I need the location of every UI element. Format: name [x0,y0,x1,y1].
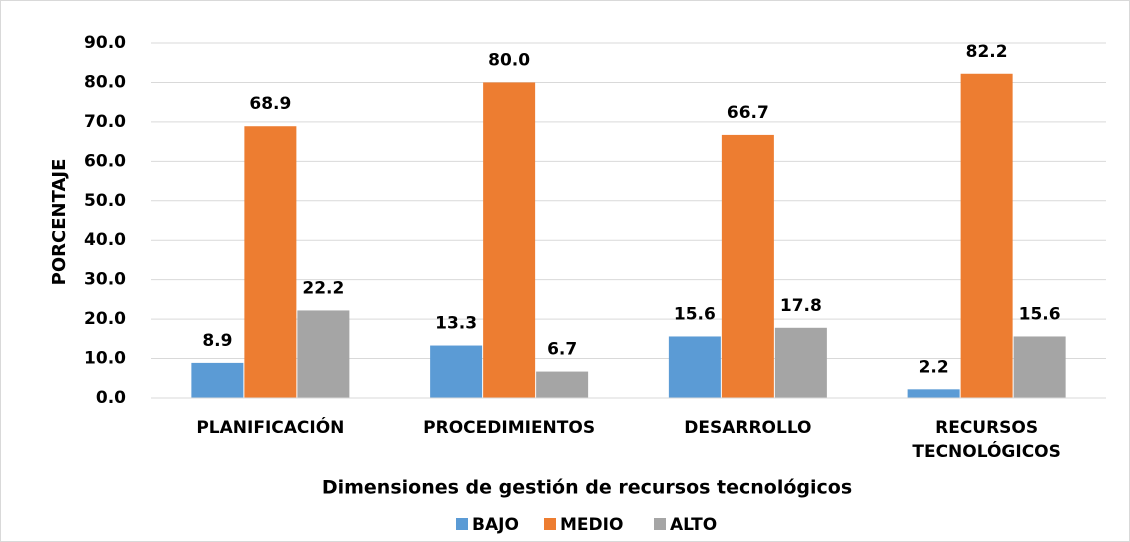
x-tick-label: RECURSOS TECNOLÓGICOS [912,418,1061,462]
bar [1013,336,1066,398]
data-label: 2.2 [919,357,949,377]
legend-label: MEDIO [560,515,623,535]
bar [244,126,297,398]
legend-swatch [456,518,468,530]
data-label: 66.7 [727,103,769,123]
y-tick-label: 20.0 [84,309,126,329]
bar [191,362,244,398]
bar [430,345,483,398]
data-label: 82.2 [966,42,1008,62]
legend-label: ALTO [670,515,717,535]
x-tick-label: DESARROLLO [684,418,812,438]
y-tick-label: 50.0 [84,191,126,211]
data-label: 17.8 [780,296,822,316]
y-tick-label: 40.0 [84,230,126,250]
legend-swatch [544,518,556,530]
y-tick-label: 30.0 [84,270,126,290]
bar [536,371,589,398]
x-tick-label: PROCEDIMIENTOS [423,418,596,438]
bar [668,336,721,398]
y-tick-label: 10.0 [84,349,126,369]
bar [483,82,536,398]
legend-swatch [654,518,666,530]
data-label: 15.6 [1019,304,1061,324]
y-tick-label: 70.0 [84,112,126,132]
x-tick-label: PLANIFICACIÓN [196,418,345,438]
y-axis-title: PORCENTAJE [49,159,70,286]
y-tick-label: 0.0 [96,388,126,408]
x-axis-title: Dimensiones de gestión de recursos tecno… [322,477,852,499]
y-tick-label: 60.0 [84,151,126,171]
bar [297,310,350,398]
data-label: 68.9 [249,94,291,114]
y-tick-label: 80.0 [84,72,126,92]
bar [960,73,1013,399]
data-label: 6.7 [547,340,577,360]
data-label: 13.3 [435,314,477,334]
bar [907,389,960,398]
legend-label: BAJO [472,515,519,535]
data-label: 8.9 [202,331,232,351]
y-tick-label: 90.0 [84,33,126,53]
data-label: 22.2 [302,278,344,298]
bar [774,327,827,398]
data-label: 15.6 [674,304,716,324]
data-label: 80.0 [488,50,530,70]
bar [721,134,774,398]
